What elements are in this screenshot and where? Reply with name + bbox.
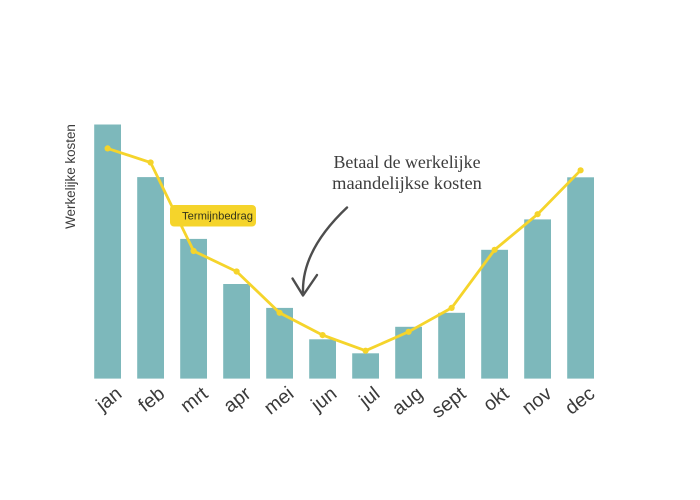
svg-text:jan: jan	[91, 383, 126, 417]
svg-text:jun: jun	[306, 383, 341, 417]
svg-text:feb: feb	[134, 383, 169, 417]
svg-text:nov: nov	[518, 382, 557, 419]
svg-text:mei: mei	[260, 383, 298, 420]
svg-text:jul: jul	[354, 383, 384, 413]
svg-text:apr: apr	[219, 382, 255, 417]
svg-text:Betaal de werkelijke: Betaal de werkelijke	[333, 152, 480, 172]
svg-text:dec: dec	[561, 382, 600, 419]
svg-text:okt: okt	[479, 382, 514, 416]
svg-text:sept: sept	[428, 382, 471, 422]
svg-text:mrt: mrt	[176, 382, 212, 417]
svg-text:Termijnbedrag: Termijnbedrag	[182, 211, 253, 223]
svg-text:Werkelijke kosten: Werkelijke kosten	[63, 124, 78, 229]
svg-text:aug: aug	[388, 383, 427, 420]
svg-text:maandelijkse kosten: maandelijkse kosten	[332, 173, 482, 193]
